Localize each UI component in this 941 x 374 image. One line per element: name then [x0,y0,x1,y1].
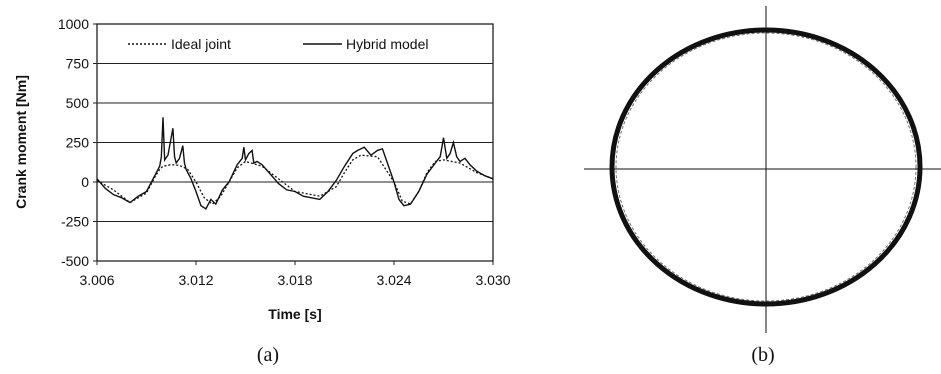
legend-ideal-joint-label: Ideal joint [171,36,231,52]
x-tick-label: 3.012 [178,272,213,288]
y-tick-labels-a: -500 -250 0 250 500 750 1000 [58,16,89,269]
orbit-trace [609,27,923,307]
panel-label-b: (b) [751,344,774,366]
y-tick-label: -250 [61,214,89,230]
x-axis-title: Time [s] [268,306,321,322]
series-group-a [96,117,494,210]
x-tick-label: 3.006 [79,272,114,288]
orbit-trace-secondary [615,32,917,302]
gridlines-a [93,23,494,265]
x-tick-labels-a: 3.006 3.012 3.018 3.024 3.030 [79,272,510,288]
y-tick-label: -500 [61,253,89,269]
x-tick-label: 3.024 [376,272,411,288]
y-tick-label: 750 [66,56,90,72]
chart-b [584,6,941,333]
y-tick-label: 1000 [58,16,89,32]
y-axis-title: Crank moment [Nm] [13,75,29,209]
x-tick-label: 3.018 [277,272,312,288]
x-tick-label: 3.030 [475,272,510,288]
legend-a: Ideal joint Hybrid model [128,36,428,52]
y-tick-label: 0 [81,174,89,190]
y-tick-label: 500 [66,95,90,111]
series-line-hybrid-model [96,117,494,210]
y-tick-label: 250 [66,135,90,151]
legend-hybrid-model-label: Hybrid model [346,36,428,52]
panel-label-a: (a) [257,344,279,366]
